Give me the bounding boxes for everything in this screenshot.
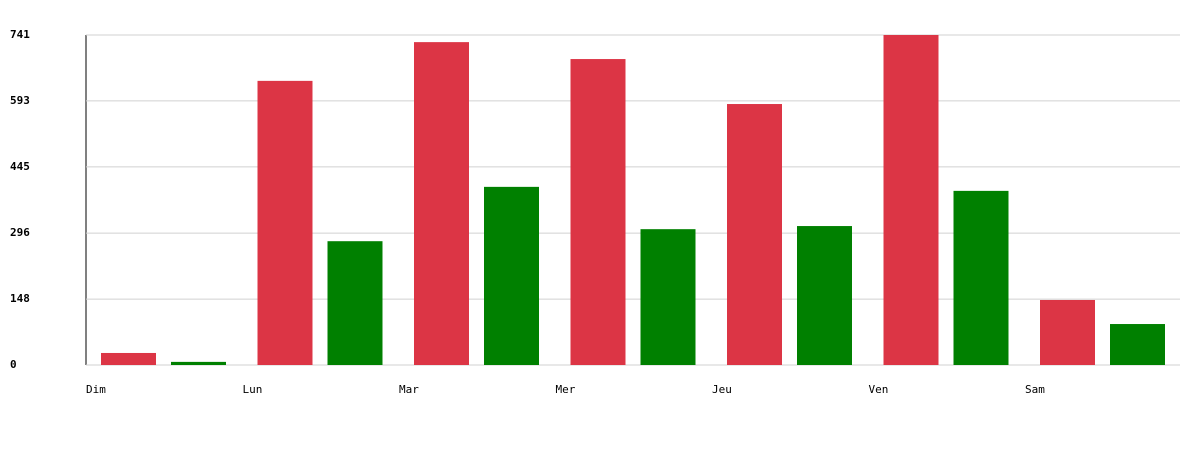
x-tick-label: Mar xyxy=(399,383,419,396)
bar xyxy=(640,229,696,365)
y-tick-label: 741 xyxy=(10,28,30,41)
y-tick-label: 0 xyxy=(10,358,17,371)
y-tick-label: 296 xyxy=(10,226,30,239)
y-tick-label: 445 xyxy=(10,160,30,173)
bar xyxy=(484,186,539,365)
x-tick-label: Sam xyxy=(1025,383,1045,396)
bar xyxy=(414,42,469,365)
bar xyxy=(727,104,782,365)
bar xyxy=(101,352,156,365)
x-tick-label: Ven xyxy=(869,383,889,396)
x-tick-label: Jeu xyxy=(712,383,732,396)
y-tick-label: 593 xyxy=(10,94,30,107)
bar xyxy=(171,361,226,365)
x-tick-label: Dim xyxy=(86,383,106,396)
bar xyxy=(797,226,852,365)
bar xyxy=(1110,324,1165,365)
x-tick-label: Mer xyxy=(556,383,576,396)
bar xyxy=(327,241,383,365)
bar xyxy=(953,190,1009,365)
x-tick-label: Lun xyxy=(243,383,263,396)
bar xyxy=(1040,299,1095,365)
bar xyxy=(883,35,939,365)
y-tick-label: 148 xyxy=(10,292,30,305)
bar xyxy=(570,59,626,365)
bar xyxy=(257,80,313,365)
